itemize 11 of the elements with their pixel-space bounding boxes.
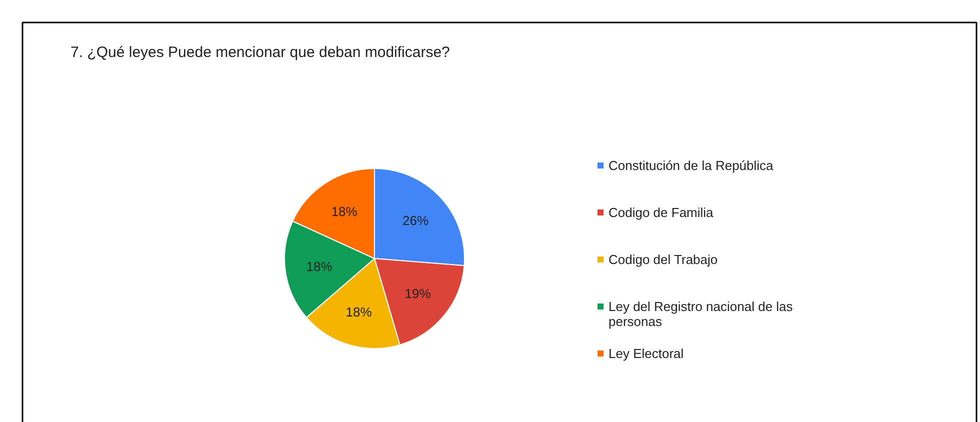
data-label: 19% <box>404 286 432 302</box>
legend-label: Ley del Registro nacional de las personas <box>608 299 794 329</box>
legend-label: Codigo del Trabajo <box>608 252 718 267</box>
chart-title: 7. ¿Qué leyes Puede mencionar que deban modificarse? <box>70 44 450 61</box>
legend-label: Ley Electoral <box>608 346 684 361</box>
data-label: 26% <box>402 213 429 228</box>
data-label: 18% <box>346 304 372 320</box>
legend-label: Constitución de la República <box>608 158 774 173</box>
data-label: 18% <box>331 204 358 220</box>
legend-label: Codigo de Familia <box>608 205 714 220</box>
data-label: 18% <box>306 258 333 274</box>
